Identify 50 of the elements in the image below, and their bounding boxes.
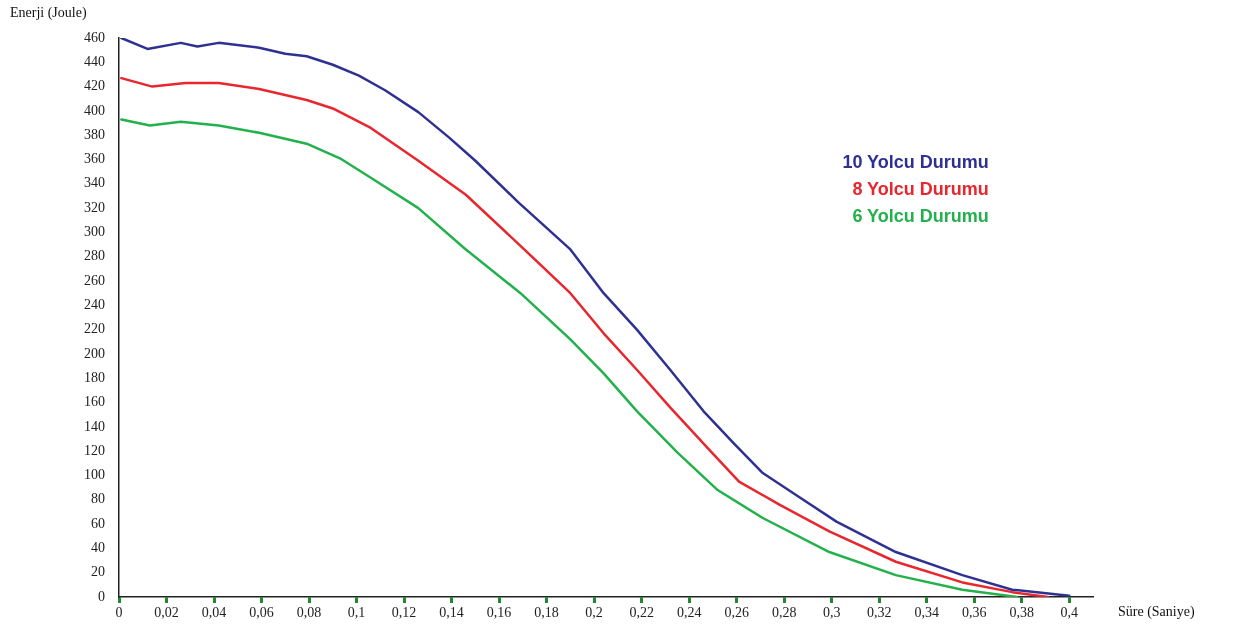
x-tick-label: 0,3	[822, 605, 841, 621]
y-tick-label: 240	[84, 297, 105, 313]
x-tick-label: 0,16	[486, 605, 512, 621]
y-tick-label: 380	[84, 126, 105, 142]
y-tick-label: 440	[84, 53, 105, 69]
text: 8 Yolcu Durumu	[852, 178, 989, 199]
y-tick-label: 40	[91, 540, 105, 556]
x-tick-label: 0,26	[724, 605, 749, 621]
y-tick-label: 120	[84, 442, 105, 458]
x-tick-label: 0,36	[961, 605, 987, 621]
y-tick-label: 280	[84, 248, 105, 264]
x-tick-label: 0,02	[154, 605, 179, 621]
x-tick-label: 0,4	[1060, 605, 1078, 621]
y-tick-label: 360	[84, 151, 105, 167]
x-tick-label: 0,08	[296, 605, 322, 621]
y-tick-label: 300	[84, 224, 105, 240]
y-tick-label: 140	[84, 418, 105, 434]
text: 6 Yolcu Durumu	[852, 205, 989, 226]
x-tick-label: 0,12	[391, 605, 417, 621]
x-tick-label: 0,06	[249, 605, 274, 621]
y-tick-label: 80	[91, 491, 105, 507]
y-tick-label: 100	[84, 467, 105, 483]
y-tick-label: 20	[91, 564, 105, 580]
y-tick-label: 320	[84, 199, 105, 215]
x-tick-label: 0,34	[914, 605, 939, 621]
y-tick-label: 0	[98, 588, 105, 604]
y-tick-label: 400	[84, 102, 105, 118]
y-tick-label: 60	[91, 515, 105, 531]
x-tick-label: 0,32	[866, 605, 892, 621]
x-axis-title: Süre (Saniye)	[1118, 603, 1195, 620]
y-tick-label: 420	[84, 78, 105, 94]
text: 10 Yolcu Durumu	[842, 151, 989, 172]
y-tick-label: 220	[84, 321, 105, 337]
y-tick-label: 460	[84, 29, 105, 45]
x-tick-label: 0	[115, 605, 123, 621]
y-tick-label: 340	[84, 175, 105, 191]
x-tick-label: 0,22	[629, 605, 654, 621]
y-axis-title: Enerji (Joule)	[10, 4, 87, 21]
x-tick-label: 0,38	[1009, 605, 1034, 621]
x-tick-label: 0,24	[676, 605, 702, 621]
y-tick-label: 180	[84, 369, 105, 385]
y-tick-label: 160	[84, 394, 105, 410]
y-tick-label: 200	[84, 345, 105, 361]
x-tick-label: 0,14	[439, 605, 464, 621]
x-tick-label: 0,2	[585, 605, 603, 621]
x-tick-label: 0,28	[771, 605, 797, 621]
x-tick-label: 0,1	[347, 605, 366, 621]
x-tick-label: 0,18	[534, 605, 559, 621]
x-tick-label: 0,04	[201, 605, 227, 621]
y-tick-label: 260	[84, 272, 105, 288]
